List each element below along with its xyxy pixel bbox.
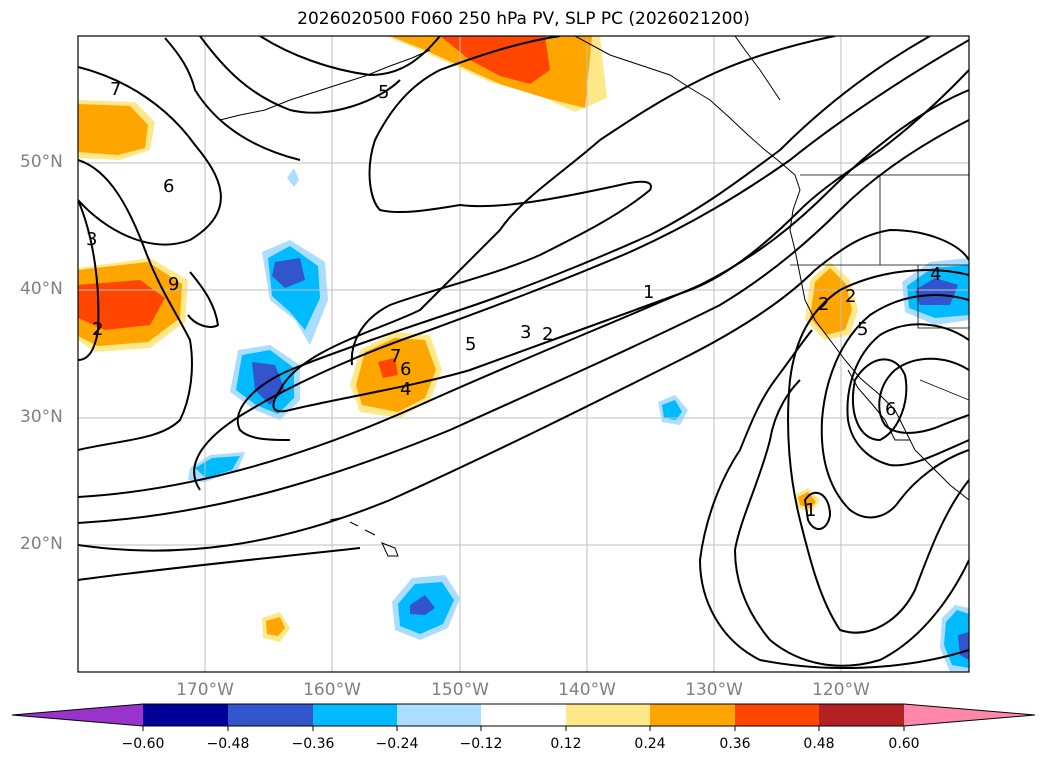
baja-coast bbox=[847, 369, 910, 441]
colorbar-tick-label: −0.12 bbox=[459, 736, 503, 752]
pv-anomaly-fill bbox=[78, 36, 969, 672]
colorbar-segment bbox=[650, 704, 735, 726]
contour-label: 5 bbox=[465, 334, 476, 355]
colorbar-segment bbox=[566, 704, 650, 726]
colorbar-segment bbox=[735, 704, 819, 726]
colorbar-segment bbox=[313, 704, 397, 726]
contour-line bbox=[78, 228, 969, 552]
contour-line bbox=[237, 36, 931, 441]
contour-label: 6 bbox=[885, 399, 896, 420]
contour-line bbox=[787, 269, 969, 634]
pv-positive-region bbox=[78, 104, 148, 155]
contour-line bbox=[78, 159, 193, 451]
colorbar-segment bbox=[228, 704, 313, 726]
colorbar-segment bbox=[819, 704, 904, 726]
contour-label: 2 bbox=[845, 286, 856, 307]
contour-line bbox=[78, 547, 361, 581]
contour-line bbox=[846, 323, 969, 467]
lon-label-120w: 120°W bbox=[812, 680, 870, 700]
lon-label-130w: 130°W bbox=[685, 680, 743, 700]
colorbar-tick-label: 0.12 bbox=[550, 736, 582, 752]
canada-coast bbox=[734, 36, 781, 101]
contour-line bbox=[78, 89, 969, 498]
contour-line bbox=[187, 271, 220, 328]
chart-title: 2026020500 F060 250 hPa PV, SLP PC (2026… bbox=[297, 9, 750, 29]
colorbar-extend-low bbox=[12, 704, 143, 726]
contour-line bbox=[199, 36, 401, 114]
contour-label: 3 bbox=[86, 229, 97, 250]
contour-line bbox=[164, 37, 301, 161]
contour-label: 1 bbox=[643, 282, 654, 303]
pv-positive-region bbox=[78, 280, 165, 330]
colorbar-tick-label: −0.60 bbox=[121, 736, 165, 752]
lat-label-50n: 50°N bbox=[20, 152, 63, 172]
pv-positive-region bbox=[266, 617, 285, 636]
contour-label: 3 bbox=[520, 322, 531, 343]
lat-label-30n: 30°N bbox=[20, 407, 63, 427]
slp-contours bbox=[78, 36, 969, 669]
lat-label-20n: 20°N bbox=[20, 534, 63, 554]
aleutian-islands bbox=[219, 49, 431, 121]
contour-line bbox=[698, 329, 969, 669]
contour-label: 2 bbox=[818, 294, 829, 315]
pv-negative-region bbox=[195, 456, 240, 478]
colorbar-tick-label: 0.36 bbox=[719, 736, 751, 752]
contour-label: 5 bbox=[378, 82, 389, 103]
colorbar-extend-high bbox=[904, 704, 1035, 726]
contour-labels: 7 5 6 3 2 9 7 6 4 5 3 2 1 2 2 5 6 1 4 bbox=[86, 79, 941, 521]
lon-label-150w: 150°W bbox=[431, 680, 489, 700]
contour-label: 4 bbox=[930, 264, 941, 285]
pv-negative-region bbox=[915, 278, 958, 305]
contour-label: 9 bbox=[168, 274, 179, 295]
contour-label: 7 bbox=[110, 79, 121, 100]
pv-negative-region bbox=[287, 168, 299, 187]
contour-label: 2 bbox=[542, 324, 553, 345]
colorbar-tick-label: −0.36 bbox=[291, 736, 335, 752]
contour-line bbox=[851, 358, 908, 442]
contour-label: 6 bbox=[400, 359, 411, 380]
contour-line bbox=[878, 357, 969, 434]
colorbar bbox=[11, 703, 1036, 731]
colorbar-tick-label: −0.24 bbox=[375, 736, 419, 752]
colorbar-tick-label: 0.48 bbox=[803, 736, 835, 752]
contour-line bbox=[78, 199, 100, 361]
hawaiian-islands bbox=[329, 517, 399, 557]
pv-positive-region bbox=[440, 36, 550, 84]
contour-label: 5 bbox=[857, 319, 868, 340]
lon-label-170w: 170°W bbox=[176, 680, 234, 700]
pv-positive-region bbox=[378, 358, 398, 378]
contour-label: 4 bbox=[400, 379, 411, 400]
gridlines bbox=[78, 36, 969, 672]
contour-line bbox=[733, 379, 969, 667]
contour-line bbox=[803, 491, 832, 530]
lat-label-40n: 40°N bbox=[20, 279, 63, 299]
colorbar-tick-label: 0.24 bbox=[634, 736, 666, 752]
colorbar-segment bbox=[397, 704, 481, 726]
contour-line bbox=[272, 36, 969, 413]
contour-line bbox=[78, 119, 969, 524]
contour-label: 1 bbox=[805, 500, 816, 521]
pv-positive-region bbox=[798, 492, 816, 508]
pv-negative-region bbox=[272, 258, 305, 288]
map-frame bbox=[77, 35, 970, 673]
contour-line bbox=[78, 66, 222, 246]
contour-line bbox=[193, 39, 969, 491]
colorbar-tick-label: −0.48 bbox=[206, 736, 250, 752]
contour-label: 2 bbox=[92, 319, 103, 340]
pv-negative-region bbox=[410, 595, 435, 615]
contour-line bbox=[820, 294, 969, 519]
contour-label: 6 bbox=[163, 176, 174, 197]
lon-label-160w: 160°W bbox=[303, 680, 361, 700]
contour-label: 7 bbox=[390, 346, 401, 367]
contour-line bbox=[259, 36, 441, 77]
pv-negative-region bbox=[662, 400, 682, 420]
lon-label-140w: 140°W bbox=[558, 680, 616, 700]
contour-line bbox=[350, 36, 652, 366]
colorbar-tick-label: 0.60 bbox=[888, 736, 920, 752]
colorbar-segment bbox=[143, 704, 228, 726]
colorbar-segment bbox=[481, 704, 566, 726]
